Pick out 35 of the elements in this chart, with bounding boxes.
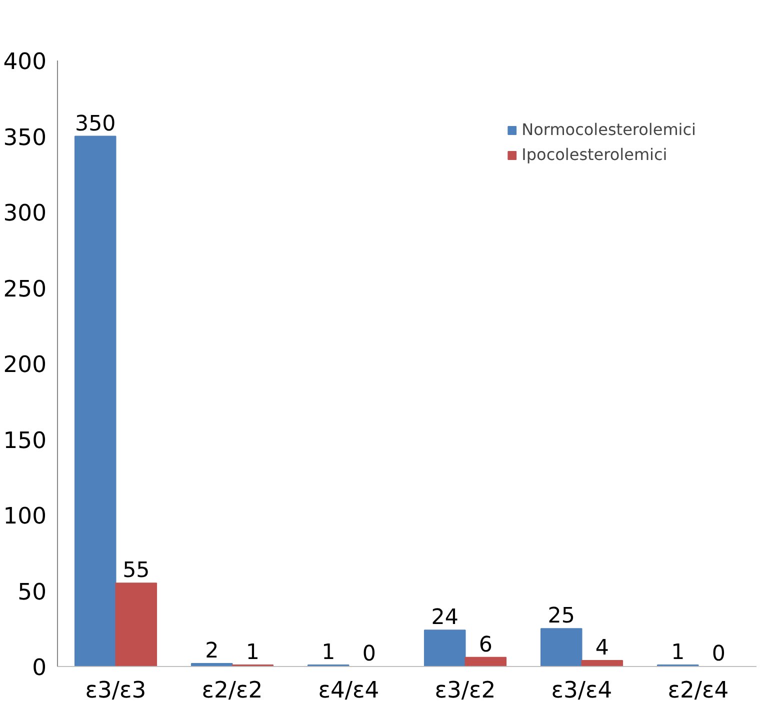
- legend-label: Ipocolesterolemici: [522, 145, 668, 164]
- data-label: 25: [548, 604, 575, 629]
- y-tick-label: 300: [3, 200, 47, 226]
- bar: [540, 628, 582, 666]
- y-tick-label: 350: [3, 124, 47, 151]
- x-tick-label: ε2/ε4: [668, 678, 729, 704]
- y-tick-label: 250: [3, 276, 47, 302]
- data-label: 0: [712, 642, 726, 666]
- bar: [115, 582, 158, 666]
- bar: [424, 630, 466, 666]
- y-tick-label: 400: [3, 49, 47, 75]
- data-label: 1: [671, 640, 685, 665]
- data-label: 1: [246, 640, 260, 665]
- y-tick-label: 100: [3, 504, 47, 530]
- y-tick-label: 150: [3, 428, 47, 454]
- data-label: 0: [362, 642, 376, 666]
- data-label: 24: [431, 605, 458, 630]
- x-tick-label: ε2/ε2: [202, 678, 263, 704]
- data-label: 350: [75, 111, 116, 136]
- x-tick-label: ε3/ε4: [551, 678, 612, 704]
- bar: [581, 660, 624, 666]
- data-label: 4: [595, 635, 609, 660]
- data-label: 55: [122, 558, 150, 584]
- y-tick-label: 0: [32, 655, 47, 681]
- bar: [74, 136, 116, 666]
- x-tick-label: ε3/ε3: [85, 678, 146, 704]
- data-label: 1: [322, 640, 336, 665]
- data-label: 2: [205, 638, 219, 664]
- bar: [464, 656, 507, 666]
- x-tick-label: ε3/ε2: [434, 678, 496, 704]
- y-tick-label: 200: [3, 352, 47, 378]
- data-label: 6: [478, 632, 492, 658]
- legend-label: Normocolesterolemici: [522, 120, 696, 139]
- y-tick-label: 50: [18, 579, 47, 606]
- x-tick-label: ε4/ε4: [318, 678, 380, 704]
